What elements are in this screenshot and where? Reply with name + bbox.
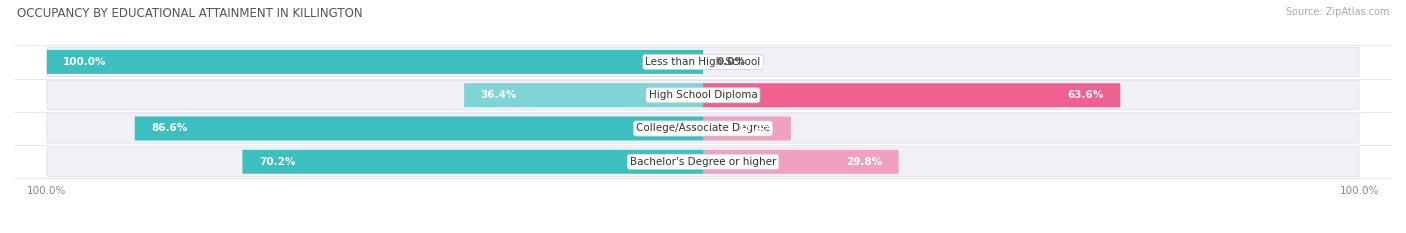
Text: Less than High School: Less than High School bbox=[645, 57, 761, 67]
Text: College/Associate Degree: College/Associate Degree bbox=[636, 123, 770, 134]
Text: High School Diploma: High School Diploma bbox=[648, 90, 758, 100]
FancyBboxPatch shape bbox=[703, 116, 792, 140]
Text: 63.6%: 63.6% bbox=[1067, 90, 1104, 100]
FancyBboxPatch shape bbox=[46, 47, 1360, 77]
FancyBboxPatch shape bbox=[46, 50, 703, 74]
Text: 13.4%: 13.4% bbox=[738, 123, 775, 134]
FancyBboxPatch shape bbox=[135, 116, 703, 140]
Text: Source: ZipAtlas.com: Source: ZipAtlas.com bbox=[1285, 7, 1389, 17]
FancyBboxPatch shape bbox=[46, 147, 1360, 176]
FancyBboxPatch shape bbox=[464, 83, 703, 107]
FancyBboxPatch shape bbox=[46, 114, 1360, 143]
Text: 36.4%: 36.4% bbox=[481, 90, 517, 100]
Text: OCCUPANCY BY EDUCATIONAL ATTAINMENT IN KILLINGTON: OCCUPANCY BY EDUCATIONAL ATTAINMENT IN K… bbox=[17, 7, 363, 20]
FancyBboxPatch shape bbox=[703, 150, 898, 174]
FancyBboxPatch shape bbox=[703, 83, 1121, 107]
FancyBboxPatch shape bbox=[46, 81, 1360, 110]
FancyBboxPatch shape bbox=[242, 150, 703, 174]
Text: Bachelor's Degree or higher: Bachelor's Degree or higher bbox=[630, 157, 776, 167]
Text: 70.2%: 70.2% bbox=[259, 157, 295, 167]
Text: 0.0%: 0.0% bbox=[716, 57, 745, 67]
Text: 86.6%: 86.6% bbox=[152, 123, 187, 134]
Text: 100.0%: 100.0% bbox=[63, 57, 107, 67]
Text: 29.8%: 29.8% bbox=[846, 157, 882, 167]
